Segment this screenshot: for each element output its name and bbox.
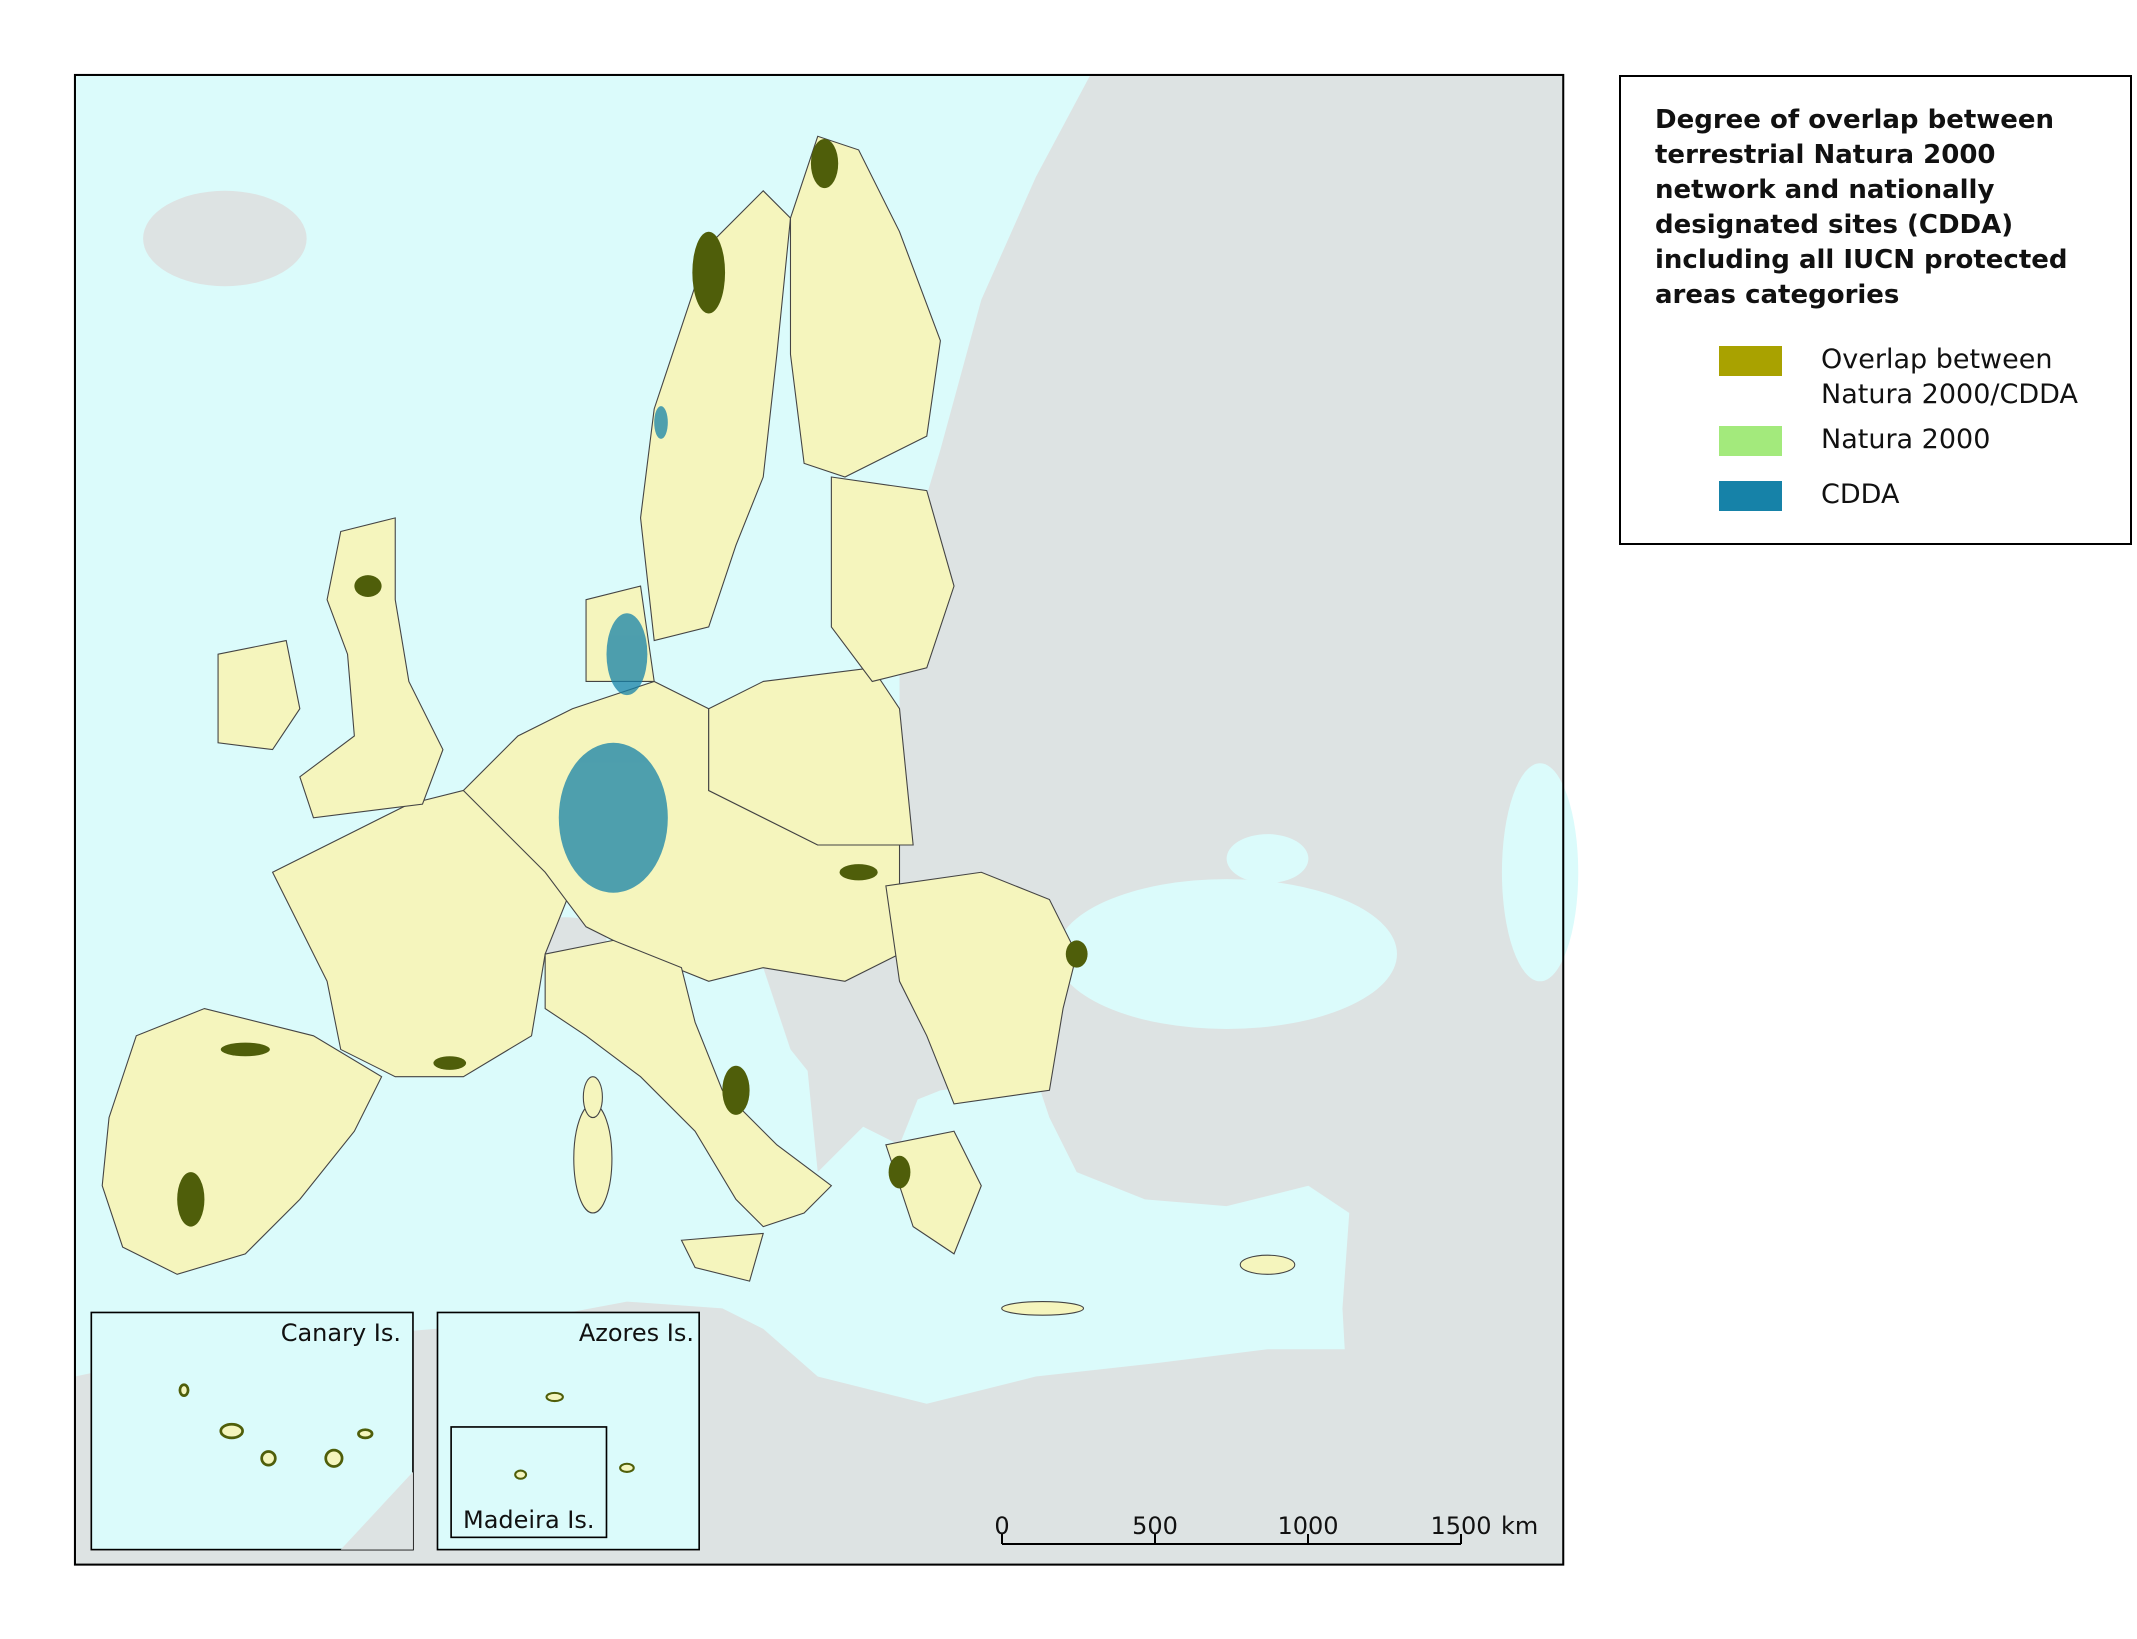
legend-item: Natura 2000 <box>1719 422 2119 482</box>
scale-unit: km <box>1501 1512 1538 1540</box>
scale-tick-label: 1000 <box>1277 1512 1338 1540</box>
legend-swatch <box>1719 481 1782 511</box>
land-nonEU <box>804 74 1564 1565</box>
legend-item: CDDA <box>1719 477 2119 537</box>
scale-bar: 0 500 1000 1500 km <box>994 1512 1538 1545</box>
site-patch <box>692 231 726 314</box>
legend-title: Degree of overlap between terrestrial Na… <box>1655 105 2068 310</box>
map-frame <box>73 73 1565 1566</box>
shape-group <box>177 139 1088 1227</box>
scale-tick-label: 1500 <box>1430 1512 1491 1540</box>
site-patch <box>722 1065 750 1115</box>
land-eu <box>789 135 941 478</box>
site-patch <box>654 406 668 439</box>
legend-swatch <box>1719 426 1782 456</box>
inset-label: Canary Is. <box>281 1319 401 1347</box>
shape-group <box>101 135 1296 1316</box>
site-patch <box>839 864 878 881</box>
site-patch <box>177 1172 205 1227</box>
legend: Degree of overlap between terrestrial Na… <box>1619 75 2132 545</box>
site-patch <box>810 139 839 189</box>
site-patch <box>606 613 648 696</box>
legend-label: Overlap between Natura 2000/CDDA <box>1821 344 2078 410</box>
shape-group <box>558 406 668 893</box>
legend-item: Overlap between Natura 2000/CDDA <box>1719 342 2119 410</box>
land-eu <box>680 1232 764 1282</box>
land-eu <box>544 939 833 1228</box>
shape-group <box>178 1383 374 1468</box>
island <box>545 1391 564 1403</box>
inset-frame <box>450 1426 608 1539</box>
sea <box>1501 763 1579 982</box>
island <box>260 1450 277 1467</box>
site-patch <box>558 742 668 893</box>
site-patch <box>1065 940 1088 968</box>
land-eu <box>299 517 444 819</box>
scale-tick-label: 500 <box>1132 1512 1178 1540</box>
inset-frame <box>436 1311 700 1551</box>
land-eu <box>1239 1254 1296 1275</box>
map-body <box>73 73 1579 1566</box>
land-eu <box>708 667 914 846</box>
island <box>357 1428 374 1440</box>
island <box>619 1462 635 1473</box>
land-eu <box>640 190 792 642</box>
shape-group <box>514 1391 635 1480</box>
site-patch <box>433 1056 467 1070</box>
sea <box>1056 879 1397 1029</box>
island <box>219 1422 244 1440</box>
sea <box>1226 834 1309 884</box>
island <box>178 1383 190 1397</box>
land-eu <box>830 476 955 683</box>
inset-label: Madeira Is. <box>463 1506 595 1534</box>
island <box>514 1469 528 1480</box>
island <box>324 1448 344 1468</box>
site-patch <box>354 575 382 597</box>
land-nonEU <box>763 954 927 1145</box>
inset-label: Azores Is. <box>579 1319 694 1347</box>
land-eu <box>573 1103 613 1214</box>
legend-label: Natura 2000 <box>1821 424 1991 455</box>
land-eu <box>217 639 301 751</box>
land-nonEU <box>340 1471 413 1550</box>
legend-swatch <box>1719 346 1782 376</box>
land-eu <box>885 871 1078 1105</box>
land-nonEU <box>143 190 307 287</box>
legend-label: CDDA <box>1821 479 1900 510</box>
land-eu <box>101 1007 383 1275</box>
scale-tick-label: 0 <box>994 1512 1009 1540</box>
site-patch <box>220 1042 270 1057</box>
land-eu <box>1001 1301 1085 1316</box>
land-eu <box>582 1076 603 1119</box>
site-patch <box>888 1155 911 1189</box>
